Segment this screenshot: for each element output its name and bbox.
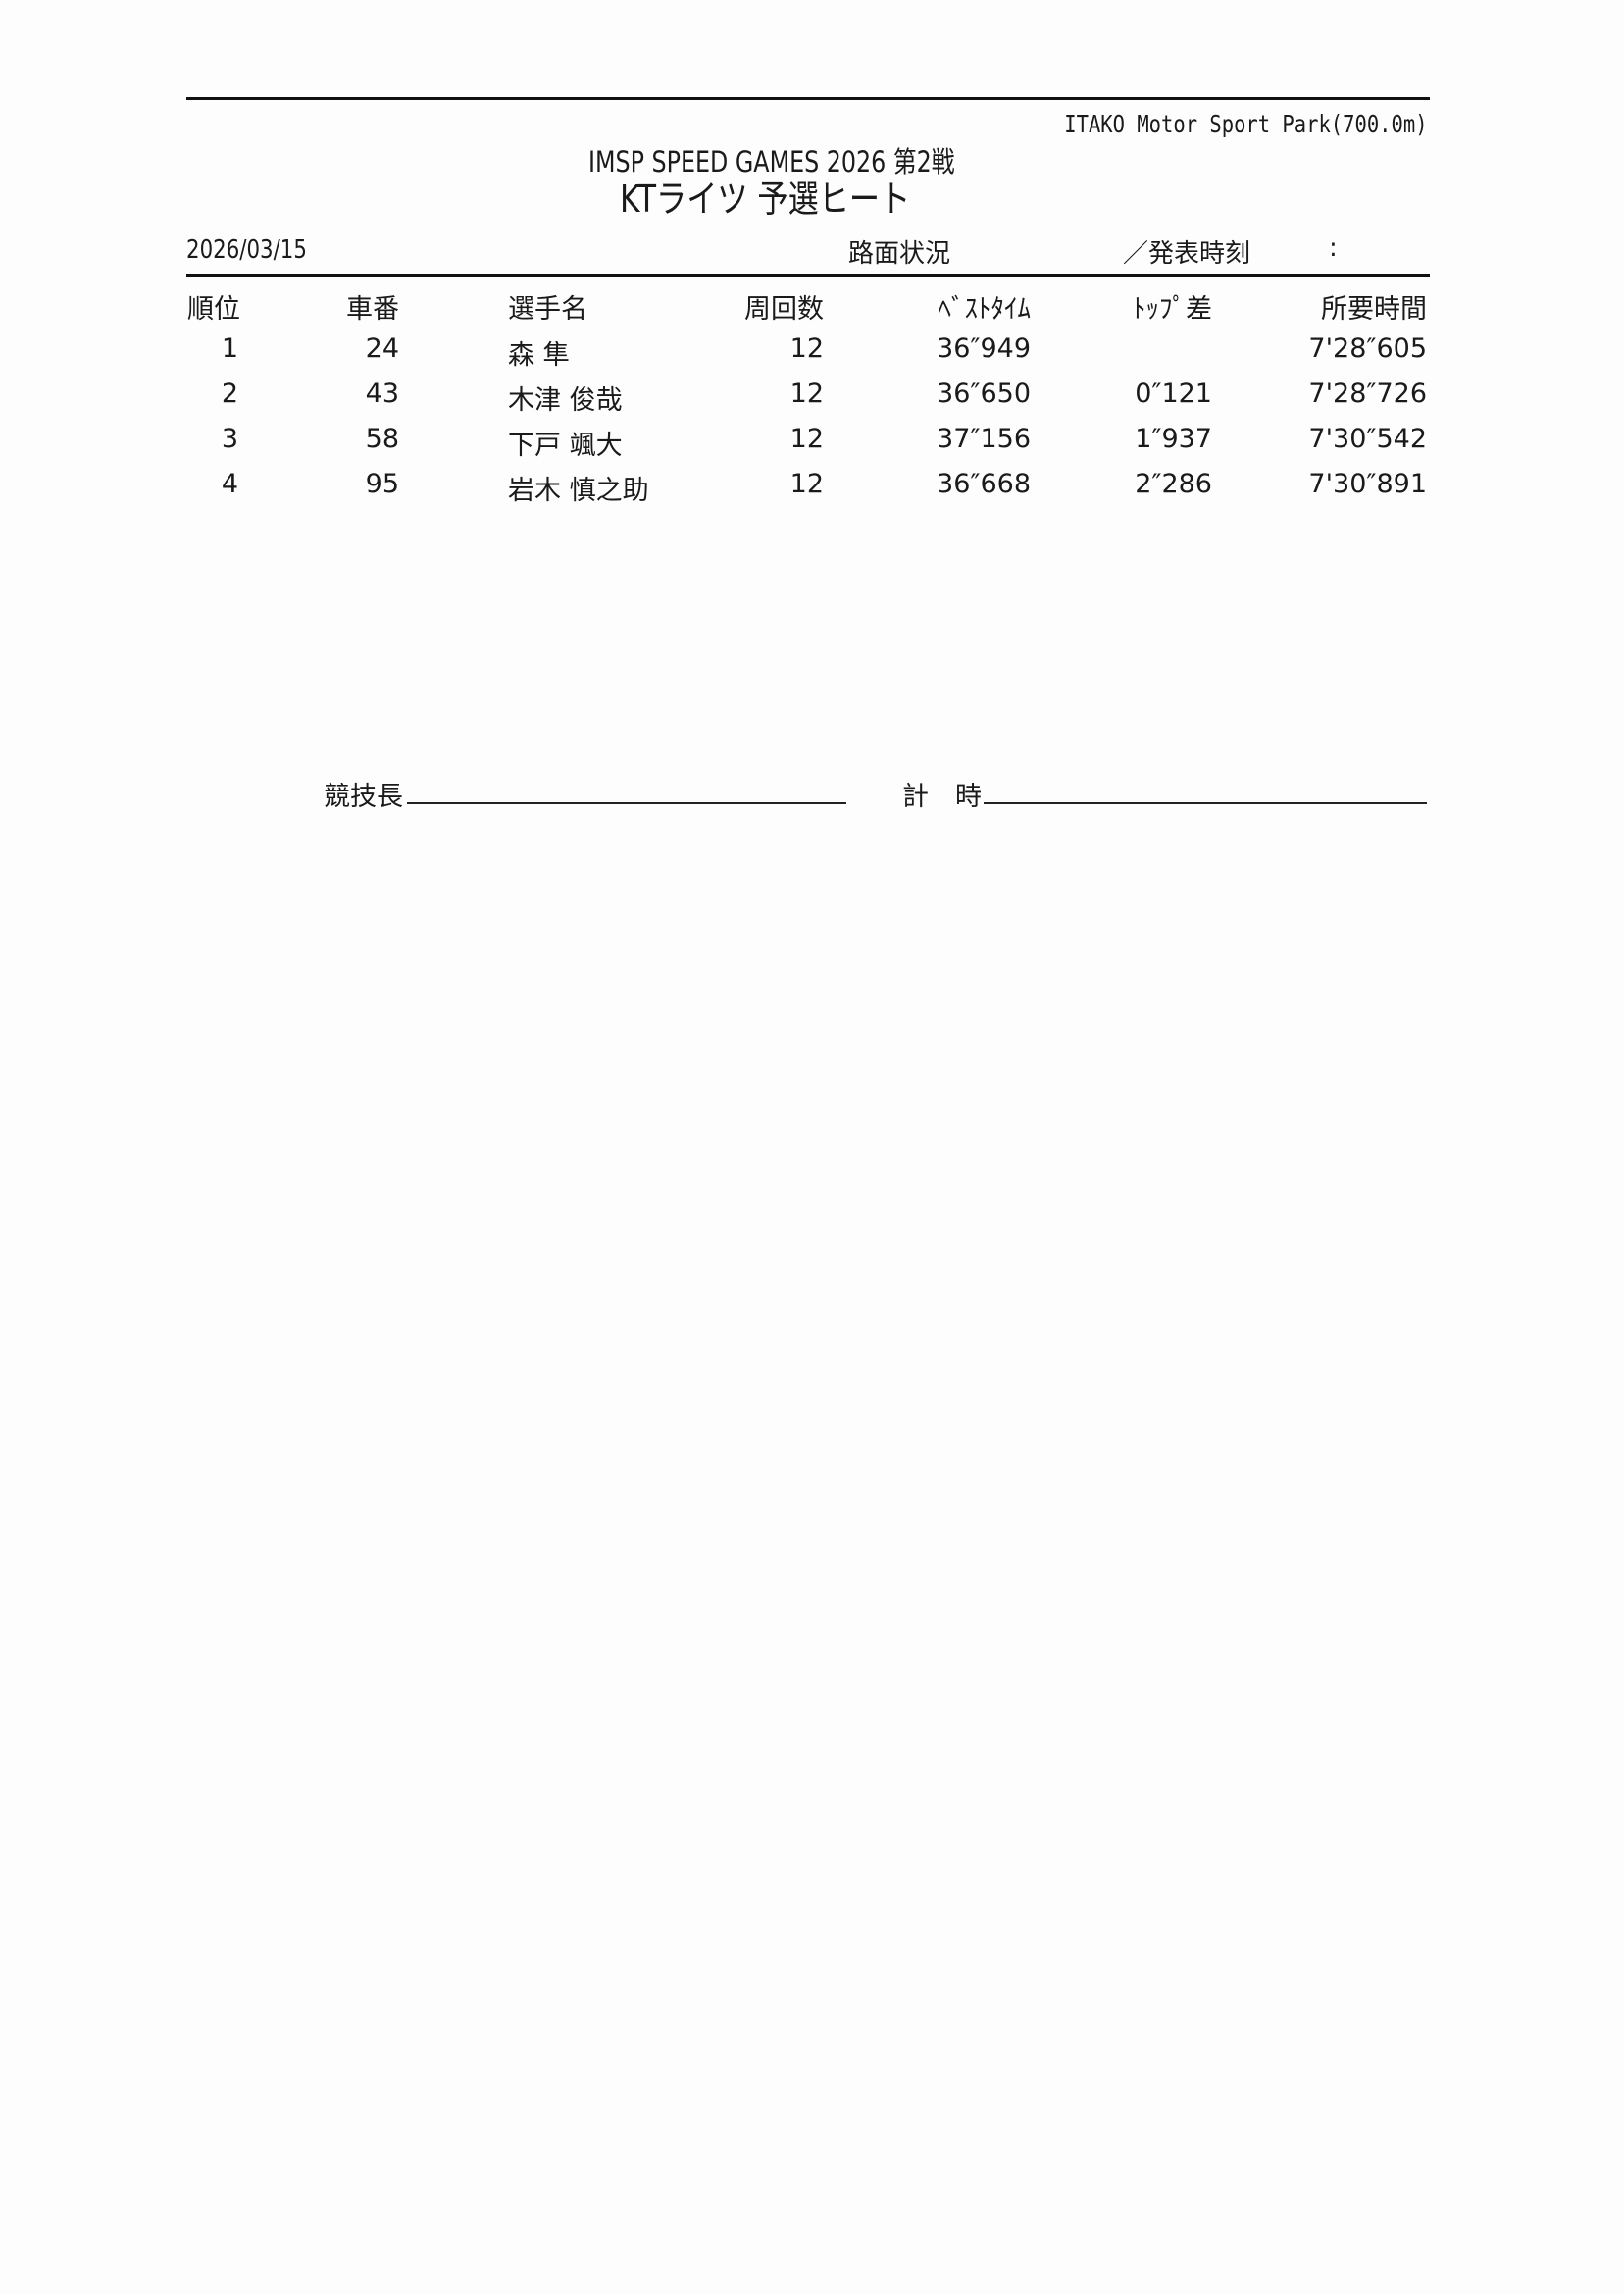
- timekeeper-signature-line: [984, 802, 1427, 804]
- cell-laps: 12: [789, 333, 824, 364]
- column-header-best-time: ﾍﾞｽﾄﾀｲﾑ: [938, 294, 1032, 325]
- cell-car-number: 58: [365, 424, 399, 454]
- cell-driver-name: 森 隼: [508, 340, 570, 371]
- cell-rank: 2: [221, 379, 238, 409]
- cell-car-number: 43: [365, 379, 399, 409]
- cell-rank: 1: [221, 333, 238, 364]
- header-rule: [186, 274, 1430, 277]
- column-header-rank: 順位: [187, 294, 240, 325]
- cell-best-time: 37″156: [937, 424, 1031, 454]
- cell-car-number: 95: [365, 469, 399, 499]
- cell-total-time: 7'28″605: [1308, 333, 1427, 364]
- column-header-total-time: 所要時間: [1321, 294, 1427, 325]
- cell-gap-to-top: 2″286: [1135, 469, 1212, 499]
- cell-laps: 12: [789, 379, 824, 409]
- cell-total-time: 7'30″542: [1308, 424, 1427, 454]
- track-condition-label: 路面状況: [848, 239, 951, 269]
- cell-best-time: 36″668: [937, 469, 1031, 499]
- column-header-car-number: 車番: [346, 294, 399, 325]
- column-header-laps: 周回数: [744, 294, 824, 325]
- race-director-label: 競技長: [324, 782, 403, 812]
- cell-laps: 12: [789, 424, 824, 454]
- cell-rank: 4: [221, 469, 238, 499]
- cell-best-time: 36″650: [937, 379, 1031, 409]
- column-header-gap-to-top: ﾄｯﾌﾟ差: [1133, 294, 1212, 325]
- top-rule: [186, 97, 1430, 100]
- venue: ITAKO Motor Sport Park(700.0m): [1064, 110, 1428, 138]
- event-title: IMSP SPEED GAMES 2026 第2戦: [588, 145, 955, 178]
- cell-best-time: 36″949: [937, 333, 1031, 364]
- cell-driver-name: 木津 俊哉: [508, 385, 623, 416]
- cell-gap-to-top: 1″937: [1135, 424, 1212, 454]
- cell-total-time: 7'28″726: [1308, 379, 1427, 409]
- race-director-signature-line: [407, 802, 846, 804]
- cell-rank: 3: [221, 424, 238, 454]
- cell-driver-name: 下戸 颯大: [508, 431, 623, 461]
- cell-gap-to-top: 0″121: [1135, 379, 1212, 409]
- column-header-driver-name: 選手名: [508, 294, 587, 325]
- cell-driver-name: 岩木 慎之助: [508, 476, 649, 506]
- session-title: KTライツ 予選ヒート: [620, 178, 911, 221]
- announce-time-value: :: [1329, 233, 1338, 263]
- date: 2026/03/15: [186, 235, 307, 265]
- cell-total-time: 7'30″891: [1308, 469, 1427, 499]
- timekeeper-label: 計 時: [902, 782, 982, 812]
- announce-time-label: ／発表時刻: [1123, 239, 1251, 269]
- cell-laps: 12: [789, 469, 824, 499]
- cell-car-number: 24: [365, 333, 399, 364]
